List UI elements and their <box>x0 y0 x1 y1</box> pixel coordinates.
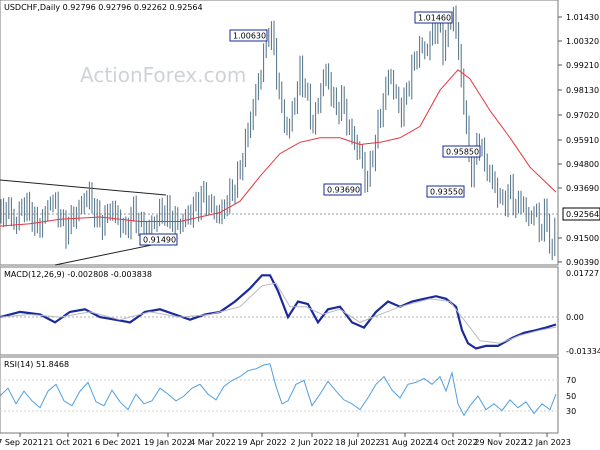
macd-signal-line <box>0 282 557 344</box>
price-tick-label: 1.01430 <box>566 13 599 22</box>
macd-panel <box>0 266 559 356</box>
x-tick-label: 29 Nov 2022 <box>474 438 525 447</box>
rsi-tick-label: 50 <box>566 392 576 401</box>
price-panel <box>0 0 559 266</box>
x-tick-label: 19 Jan 2022 <box>144 438 192 447</box>
last-price-tag <box>562 207 600 221</box>
price-tick-label: 1.00320 <box>566 37 599 46</box>
moving-average-line <box>0 69 557 227</box>
rsi-line <box>0 363 557 417</box>
x-tick-label: 31 Aug 2022 <box>379 438 430 447</box>
rsi-tick-label: 30 <box>566 407 576 416</box>
macd-tick-label: -0.01334 <box>566 347 600 356</box>
last-price-label: 0.92564 <box>566 210 599 219</box>
annotation-box <box>426 185 465 198</box>
annotation-box <box>414 11 453 24</box>
annotation-label: 0.95850 <box>446 148 479 157</box>
x-tick-label: 4 Mar 2022 <box>190 438 236 447</box>
annotation-box <box>323 183 362 196</box>
x-tick-label: 19 Apr 2022 <box>237 438 286 447</box>
x-tick-label: 21 Oct 2021 <box>43 438 92 447</box>
macd-tick-label: 0.00 <box>566 313 584 322</box>
annotation-label: 0.91490 <box>143 236 176 245</box>
price-tick-label: 0.97020 <box>566 111 599 120</box>
watermark: ActionForex.com <box>80 63 246 87</box>
price-tick-label: 0.94800 <box>566 160 599 169</box>
x-tick-label: 12 Jan 2023 <box>523 438 571 447</box>
annotation-label: 1.01460 <box>418 14 451 23</box>
x-tick-label: 18 Jul 2022 <box>335 438 380 447</box>
price-tick-label: 0.90390 <box>566 258 599 267</box>
rsi-header: RSI(14) 51.8468 <box>4 360 69 369</box>
annotation-box <box>139 233 178 246</box>
annotation-label: 0.93690 <box>327 186 360 195</box>
price-annotations: 1.00630 1.01460 0.93690 0.93550 0.95850 0.914… <box>139 11 481 246</box>
x-tick-label: 2 Jun 2022 <box>290 438 333 447</box>
price-tick-label: 0.91500 <box>566 234 599 243</box>
x-axis: 7 Sep 2021 21 Oct 2021 6 Dec 2021 19 Jan 20… <box>0 433 571 447</box>
price-tick-label: 0.99210 <box>566 61 599 70</box>
price-tick-label: 0.98130 <box>566 86 599 95</box>
price-axis: 1.01430 1.00320 0.99210 0.98130 0.97020 0.959… <box>558 13 599 267</box>
price-tick-label: 0.95910 <box>566 136 599 145</box>
macd-tick-label: 0.01727 <box>566 269 599 278</box>
macd-header: MACD(12,26,9) -0.002808 -0.003838 <box>4 270 152 279</box>
trendline-upper <box>0 179 167 196</box>
price-tick-label: 0.93690 <box>566 184 599 193</box>
macd-line <box>0 274 557 350</box>
annotation-box <box>229 29 268 42</box>
annotation-label: 1.00630 <box>233 32 266 41</box>
rsi-axis: 70 50 30 <box>566 376 576 416</box>
x-tick-label: 14 Oct 2022 <box>428 438 477 447</box>
annotation-label: 0.93550 <box>430 188 463 197</box>
x-tick-label: 6 Dec 2021 <box>95 438 141 447</box>
x-tick-label: 7 Sep 2021 <box>0 438 43 447</box>
macd-axis: 0.01727 0.00 -0.01334 <box>566 269 600 356</box>
price-header: USDCHF,Daily 0.92796 0.92796 0.92262 0.9… <box>4 3 203 12</box>
rsi-tick-label: 70 <box>566 376 576 385</box>
trendline-lower <box>54 241 167 266</box>
annotation-box <box>442 145 481 158</box>
